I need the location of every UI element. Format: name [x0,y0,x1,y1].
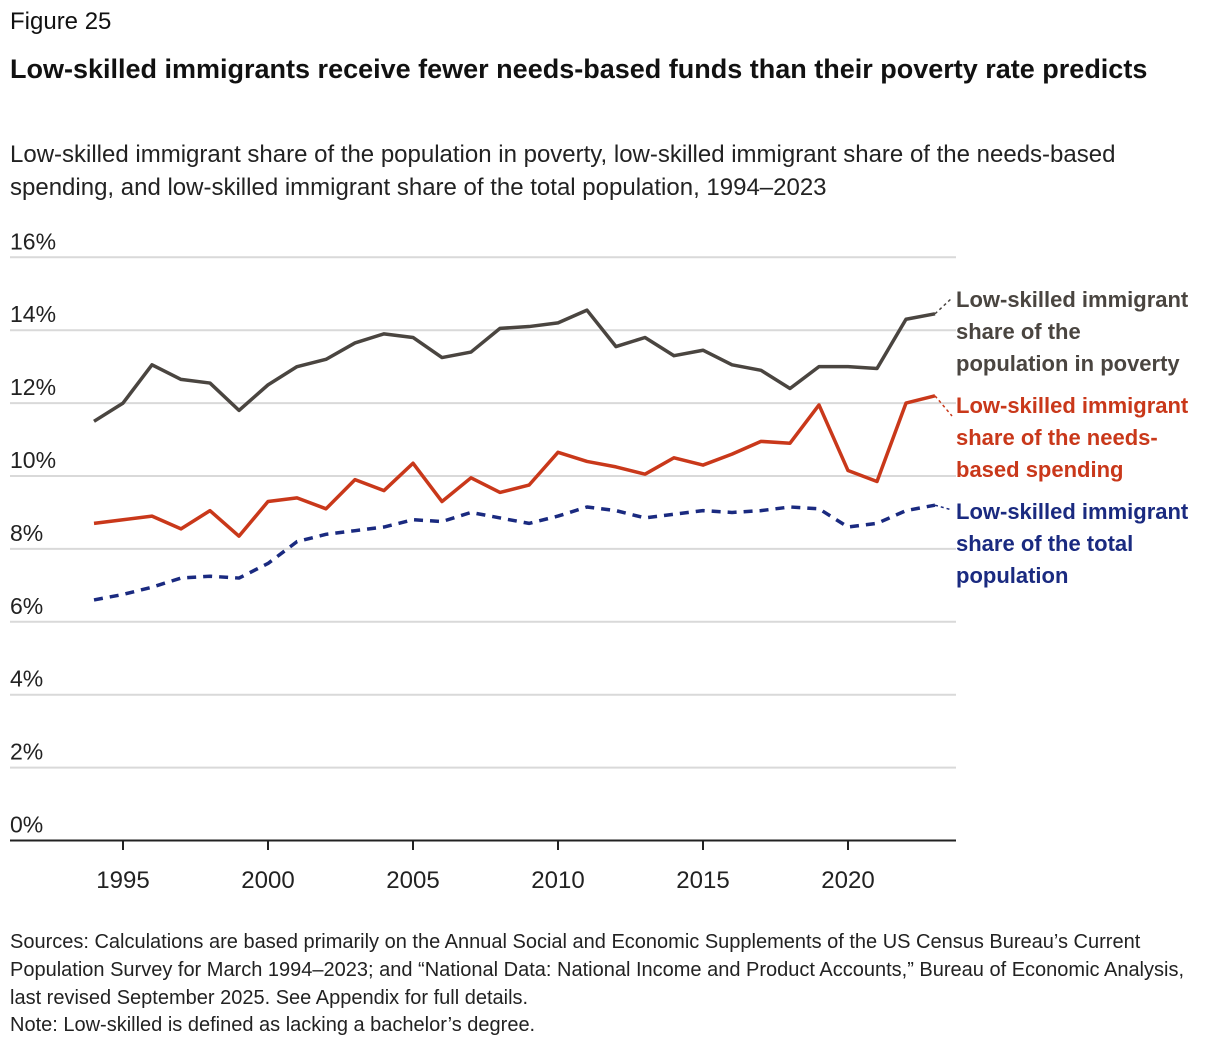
series-label-1: Low-skilled immigrant share of the populat… [956,284,1216,380]
series-label-line: population [956,563,1069,588]
y-tick-label: 6% [10,593,43,619]
figure-label: Figure 25 [10,8,112,35]
x-tick-label: 2020 [821,867,874,894]
x-tick-label: 2010 [531,867,584,894]
y-tick-label: 8% [10,520,43,546]
y-tick-label: 12% [10,374,56,400]
series-label-line: share of the [956,319,1081,344]
label-leader [934,297,953,315]
x-tick-label: 2005 [386,867,439,894]
series-label-3: Low-skilled immigrant share of the total p… [956,496,1216,592]
label-leader [934,504,953,511]
series-label-line: Low-skilled immigrant [956,499,1189,524]
y-tick-label: 2% [10,739,43,765]
chart-subtitle: Low-skilled immigrant share of the popul… [10,141,1116,201]
series-label-line: based spending [956,457,1124,482]
y-tick-label: 14% [10,301,56,327]
note: Note: Low-skilled is defined as lacking … [10,1014,536,1036]
series-label-line: share of the needs- [956,425,1158,450]
y-tick-label: 4% [10,666,43,692]
x-tick-label: 1995 [96,867,149,894]
series-line-3 [93,503,936,602]
series-label-line: Low-skilled immigrant [956,287,1189,312]
y-tick-label: 0% [10,812,43,838]
label-leader [934,395,953,417]
series-label-line: population in poverty [956,351,1180,376]
series-label-line: Low-skilled immigrant [956,393,1189,418]
series-label-line: share of the total [956,531,1134,556]
x-tick-label: 2000 [241,867,294,894]
series-line-2 [93,394,936,538]
series-label-2: Low-skilled immigrant share of the needs-… [956,390,1216,486]
y-tick-label: 16% [10,228,56,254]
sources: Sources: Calculations are based primaril… [10,931,1185,1009]
chart-title: Low-skilled immigrants receive fewer nee… [10,54,1148,84]
y-tick-label: 10% [10,447,56,473]
x-tick-label: 2015 [676,867,729,894]
series-line-1 [93,308,936,423]
